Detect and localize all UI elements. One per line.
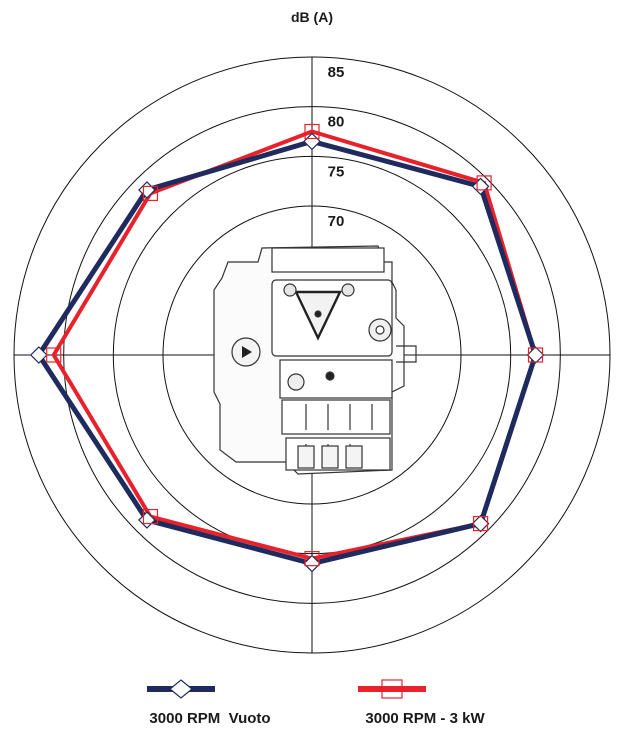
- legend: 3000 RPM Vuoto 3000 RPM - 3 kW: [147, 680, 485, 727]
- ring-label-75: 75: [328, 163, 345, 180]
- ring-label-70: 70: [328, 213, 345, 230]
- ring-label-80: 80: [328, 114, 345, 131]
- legend-label-1: 3000 RPM Vuoto: [149, 710, 270, 727]
- unit-label: dB (A): [291, 9, 333, 25]
- series-1-point-2: [528, 347, 544, 363]
- legend-item-1: 3000 RPM Vuoto: [147, 680, 271, 727]
- engine-icon: [214, 246, 416, 474]
- ring-label-85: 85: [328, 64, 345, 81]
- series-1-point-3: [473, 516, 489, 532]
- legend-label-2: 3000 RPM - 3 kW: [365, 710, 485, 727]
- legend-item-2: 3000 RPM - 3 kW: [358, 680, 485, 727]
- series-1-point-0: [304, 133, 320, 149]
- legend-marker-1: [170, 680, 192, 698]
